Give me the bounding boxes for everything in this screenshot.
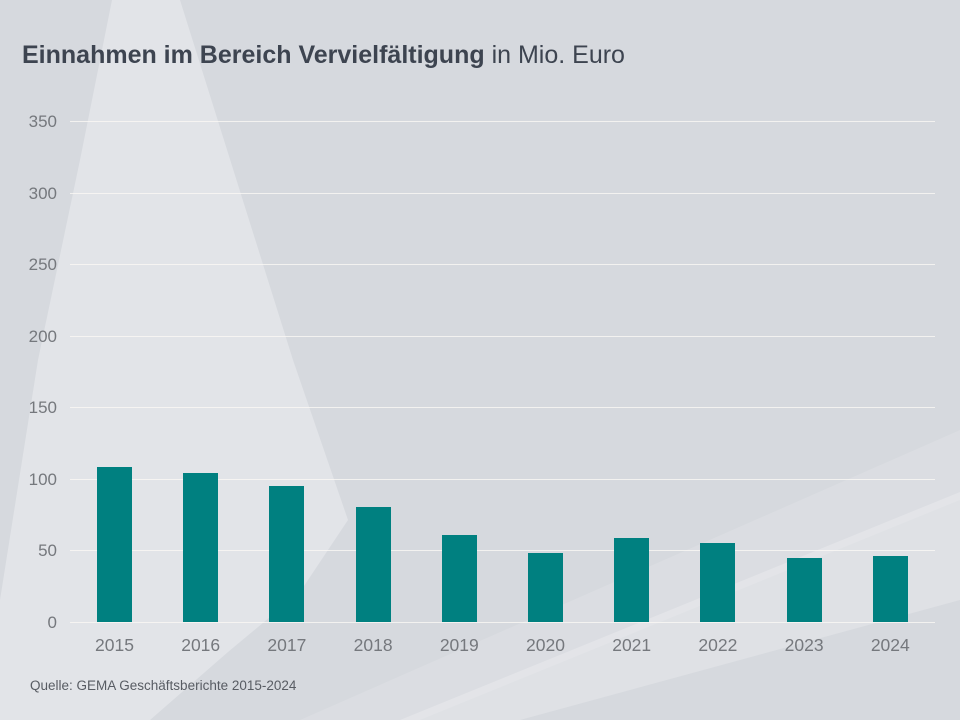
gridline-150 xyxy=(70,407,935,409)
bar-2016 xyxy=(183,473,219,622)
gridline-100 xyxy=(70,478,935,480)
y-axis-tick-label: 250 xyxy=(28,255,57,275)
chart-title-bold: Einnahmen im Bereich Vervielfältigung xyxy=(22,41,485,69)
gridline-50 xyxy=(70,550,935,552)
y-axis-tick-label: 100 xyxy=(28,469,57,489)
gridline-200 xyxy=(70,335,935,337)
bar-2019 xyxy=(441,534,477,622)
chart-title-unit: in Mio. Euro xyxy=(484,41,625,69)
x-axis-label-2017: 2017 xyxy=(267,635,307,655)
y-axis-tick-label: 200 xyxy=(28,326,57,346)
x-axis-label-2018: 2018 xyxy=(353,635,393,655)
y-axis-tick-label: 350 xyxy=(28,112,57,131)
bar-2021 xyxy=(614,537,650,622)
x-axis-label-2020: 2020 xyxy=(526,635,565,655)
x-axis-label-2016: 2016 xyxy=(181,635,221,655)
chart-title: Einnahmen im Bereich Vervielfältigung in… xyxy=(22,40,625,70)
gridline-0 xyxy=(70,622,935,623)
y-axis-tick-label: 0 xyxy=(47,613,57,632)
gridline-350 xyxy=(70,121,935,122)
bar-2017 xyxy=(269,486,305,622)
x-axis-label-2023: 2023 xyxy=(784,635,824,655)
y-axis-tick-label: 300 xyxy=(28,183,57,203)
y-axis-tick-label: 50 xyxy=(38,541,57,561)
y-axis-tick-label: 150 xyxy=(28,398,57,418)
bar-2024 xyxy=(872,556,908,622)
x-axis-label-2015: 2015 xyxy=(95,635,134,655)
bar-2020 xyxy=(528,553,563,622)
x-axis-label-2024: 2024 xyxy=(870,635,910,655)
gridline-250 xyxy=(70,264,935,266)
bar-2015 xyxy=(97,467,132,622)
bar-2023 xyxy=(786,557,822,622)
gridline-300 xyxy=(70,192,935,194)
bar-2018 xyxy=(355,507,391,622)
x-axis-label-2021: 2021 xyxy=(612,635,652,655)
bar-2022 xyxy=(700,543,736,622)
x-axis-label-2022: 2022 xyxy=(698,635,738,655)
source-note: Quelle: GEMA Geschäftsberichte 2015-2024 xyxy=(30,678,297,693)
x-axis-label-2019: 2019 xyxy=(439,635,479,655)
